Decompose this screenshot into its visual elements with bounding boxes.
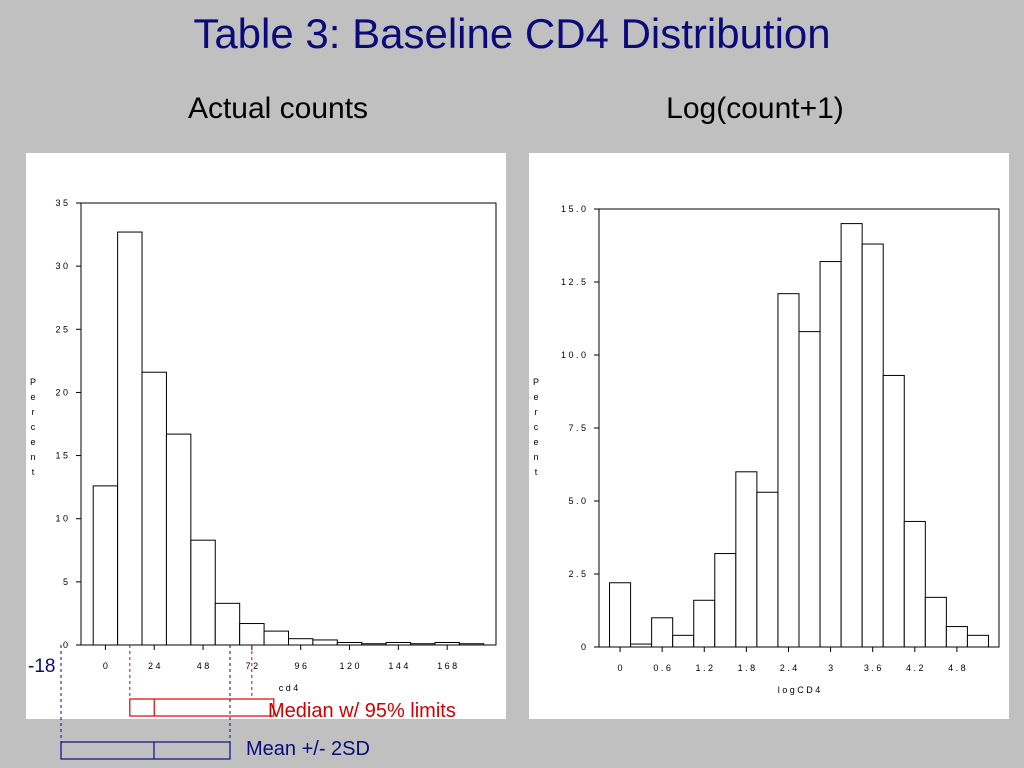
y-tick-label: 5 — [63, 577, 68, 587]
x-tick-label: 1 2 0 — [340, 661, 360, 671]
x-tick-label: 4 . 8 — [948, 663, 966, 673]
x-tick-label: 2 4 — [148, 661, 161, 671]
y-tick-label: 3 5 — [55, 198, 68, 208]
slide-title: Table 3: Baseline CD4 Distribution — [193, 10, 831, 57]
x-tick-label: 0 . 6 — [653, 663, 671, 673]
x-tick-label: 1 . 2 — [696, 663, 714, 673]
x-tick-label: 4 . 2 — [906, 663, 924, 673]
x-tick-label: 1 . 8 — [738, 663, 756, 673]
y-tick-label: 0 — [581, 642, 586, 652]
neg18-label: -18 — [28, 656, 56, 677]
x-tick-label: 9 6 — [294, 661, 307, 671]
y-tick-label: 5 . 0 — [568, 496, 586, 506]
x-axis-label: l o g C D 4 — [778, 685, 821, 695]
histogram-bar — [924, 596, 947, 648]
y-tick-label: 2 0 — [55, 387, 68, 397]
x-axis-label: c d 4 — [279, 683, 299, 693]
histogram-bar — [966, 634, 989, 648]
y-tick-label: 3 0 — [55, 261, 68, 271]
histogram-bar — [165, 433, 192, 646]
subtitle-actual-counts: Actual counts — [187, 92, 369, 125]
y-tick-label: 1 5 . 0 — [561, 204, 586, 214]
mean-interval-box — [60, 741, 231, 760]
histogram-bar — [458, 643, 485, 646]
x-tick-label: 1 6 8 — [437, 661, 457, 671]
y-tick-label: 2 5 — [55, 324, 68, 334]
y-tick-label: 0 — [63, 640, 68, 650]
y-tick-label: 2 . 5 — [568, 569, 586, 579]
x-tick-label: 3 — [828, 663, 833, 673]
x-tick-label: 0 — [618, 663, 623, 673]
x-tick-label: 3 . 6 — [864, 663, 882, 673]
histogram-panel-log: 0 2 . 5 5 . 0 7 . 5 1 0 . 0 1 2 . 5 1 5 . 0 0 0 … — [529, 153, 1009, 719]
y-tick-label: 1 5 — [55, 451, 68, 461]
histogram-bar — [263, 630, 290, 646]
x-tick-label: 4 8 — [197, 661, 210, 671]
histogram-bar — [882, 374, 905, 648]
x-tick-label: 2 . 4 — [780, 663, 798, 673]
histogram-log-counts: 0 2 . 5 5 . 0 7 . 5 1 0 . 0 1 2 . 5 1 5 . 0 0 0 … — [533, 204, 1000, 695]
median-interval-label: Median w/ 95% limits — [268, 700, 456, 722]
histogram-bar — [214, 602, 241, 646]
y-tick-label: 1 0 — [55, 514, 68, 524]
y-tick-label: 1 2 . 5 — [561, 277, 586, 287]
y-tick-label: 1 0 . 0 — [561, 350, 586, 360]
x-tick-label: 0 — [103, 661, 108, 671]
mean-interval-label: Mean +/- 2SD — [246, 738, 370, 760]
x-tick-label: 1 4 4 — [388, 661, 408, 671]
subtitle-log-counts: Log(count+1) — [666, 92, 844, 125]
y-tick-label: 7 . 5 — [568, 423, 586, 433]
median-interval-box — [129, 698, 275, 717]
